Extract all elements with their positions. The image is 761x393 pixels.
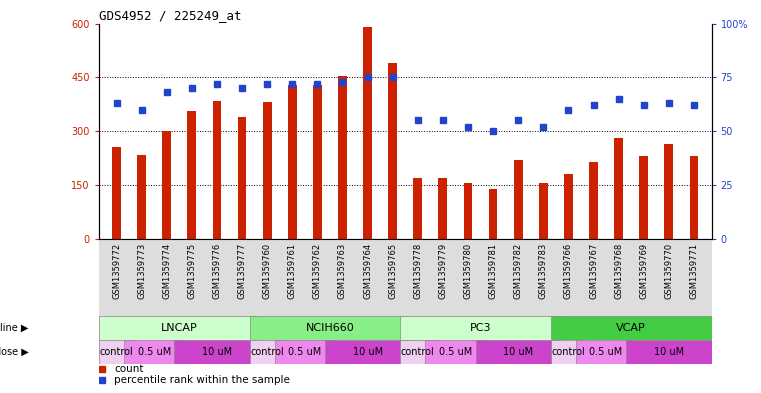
Text: GSM1359778: GSM1359778 bbox=[413, 242, 422, 299]
Text: control: control bbox=[100, 347, 133, 357]
Text: GSM1359777: GSM1359777 bbox=[237, 242, 247, 299]
Text: GSM1359769: GSM1359769 bbox=[639, 242, 648, 299]
Bar bbox=[187, 112, 196, 239]
Text: GSM1359779: GSM1359779 bbox=[438, 242, 447, 299]
Text: percentile rank within the sample: percentile rank within the sample bbox=[114, 375, 290, 385]
Text: GSM1359765: GSM1359765 bbox=[388, 242, 397, 299]
Bar bbox=[551, 340, 586, 364]
Text: GSM1359767: GSM1359767 bbox=[589, 242, 598, 299]
Bar bbox=[363, 27, 372, 239]
Text: 10 uM: 10 uM bbox=[352, 347, 383, 357]
Bar bbox=[99, 340, 134, 364]
Text: GSM1359760: GSM1359760 bbox=[263, 242, 272, 299]
Bar bbox=[614, 138, 623, 239]
Bar bbox=[124, 340, 184, 364]
Text: GSM1359775: GSM1359775 bbox=[187, 242, 196, 299]
Bar bbox=[99, 316, 260, 340]
Bar bbox=[237, 117, 247, 239]
Bar bbox=[551, 316, 712, 340]
Text: VCAP: VCAP bbox=[616, 323, 646, 333]
Text: LNCAP: LNCAP bbox=[161, 323, 198, 333]
Text: GSM1359781: GSM1359781 bbox=[489, 242, 498, 299]
Text: 0.5 uM: 0.5 uM bbox=[590, 347, 622, 357]
Text: dose ▶: dose ▶ bbox=[0, 347, 28, 357]
Bar bbox=[212, 101, 221, 239]
Bar bbox=[263, 103, 272, 239]
Text: GSM1359771: GSM1359771 bbox=[689, 242, 699, 299]
Bar bbox=[539, 183, 548, 239]
Text: 10 uM: 10 uM bbox=[654, 347, 684, 357]
Text: GSM1359773: GSM1359773 bbox=[137, 242, 146, 299]
Bar bbox=[576, 340, 636, 364]
Text: GSM1359762: GSM1359762 bbox=[313, 242, 322, 299]
Bar bbox=[639, 156, 648, 239]
Text: 0.5 uM: 0.5 uM bbox=[138, 347, 170, 357]
Bar bbox=[338, 75, 347, 239]
Bar bbox=[137, 154, 146, 239]
Text: cell line ▶: cell line ▶ bbox=[0, 323, 28, 333]
Text: GSM1359766: GSM1359766 bbox=[564, 242, 573, 299]
Bar bbox=[275, 340, 335, 364]
Text: PC3: PC3 bbox=[470, 323, 492, 333]
Bar bbox=[664, 144, 673, 239]
Text: 0.5 uM: 0.5 uM bbox=[439, 347, 472, 357]
Bar bbox=[250, 340, 285, 364]
Bar bbox=[288, 84, 297, 239]
Bar bbox=[438, 178, 447, 239]
Text: GSM1359776: GSM1359776 bbox=[212, 242, 221, 299]
Text: GSM1359770: GSM1359770 bbox=[664, 242, 673, 299]
Bar bbox=[626, 340, 712, 364]
Text: 10 uM: 10 uM bbox=[202, 347, 232, 357]
Bar bbox=[413, 178, 422, 239]
Bar bbox=[564, 174, 573, 239]
Bar bbox=[112, 147, 121, 239]
Text: GSM1359761: GSM1359761 bbox=[288, 242, 297, 299]
Bar bbox=[400, 316, 561, 340]
Text: GSM1359763: GSM1359763 bbox=[338, 242, 347, 299]
Text: 0.5 uM: 0.5 uM bbox=[288, 347, 321, 357]
Bar bbox=[313, 84, 322, 239]
Text: control: control bbox=[401, 347, 435, 357]
Bar bbox=[476, 340, 561, 364]
Text: 10 uM: 10 uM bbox=[503, 347, 533, 357]
Bar bbox=[325, 340, 410, 364]
Text: GSM1359783: GSM1359783 bbox=[539, 242, 548, 299]
Text: control: control bbox=[250, 347, 284, 357]
Text: NCIH660: NCIH660 bbox=[305, 323, 355, 333]
Text: control: control bbox=[552, 347, 585, 357]
Text: GDS4952 / 225249_at: GDS4952 / 225249_at bbox=[99, 9, 241, 22]
Text: GSM1359764: GSM1359764 bbox=[363, 242, 372, 299]
Bar bbox=[250, 316, 410, 340]
Bar bbox=[174, 340, 260, 364]
Bar bbox=[689, 156, 699, 239]
Bar bbox=[589, 162, 598, 239]
Bar bbox=[400, 340, 435, 364]
Text: GSM1359768: GSM1359768 bbox=[614, 242, 623, 299]
Bar bbox=[514, 160, 523, 239]
Text: GSM1359782: GSM1359782 bbox=[514, 242, 523, 299]
Bar bbox=[463, 183, 473, 239]
Bar bbox=[388, 63, 397, 239]
Bar bbox=[162, 131, 171, 239]
Bar bbox=[489, 189, 498, 239]
Bar bbox=[425, 340, 486, 364]
Text: GSM1359780: GSM1359780 bbox=[463, 242, 473, 299]
Text: GSM1359772: GSM1359772 bbox=[112, 242, 121, 299]
Text: GSM1359774: GSM1359774 bbox=[162, 242, 171, 299]
Text: count: count bbox=[114, 364, 144, 374]
